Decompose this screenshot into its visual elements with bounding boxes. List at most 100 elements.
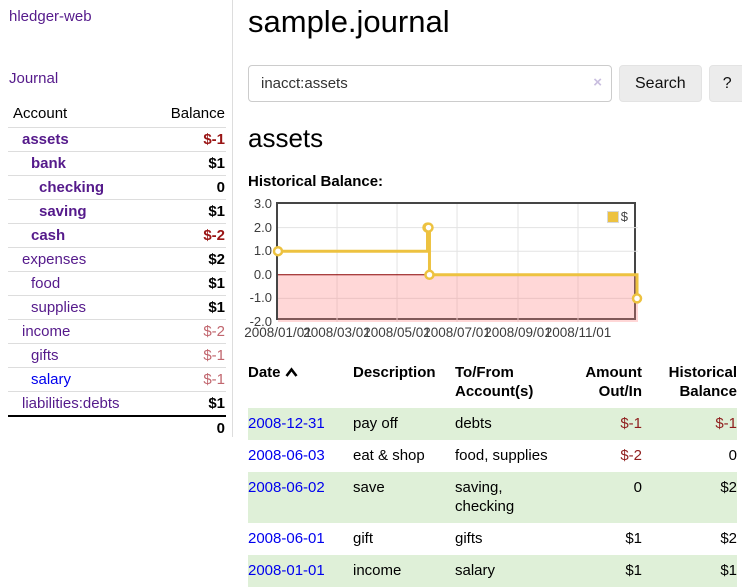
transaction-balance: $2 bbox=[720, 479, 737, 496]
transaction-amount: $1 bbox=[625, 530, 642, 547]
balance-chart-svg bbox=[272, 204, 643, 322]
y-axis-tick-label: -1.0 bbox=[249, 290, 272, 306]
transaction-row[interactable]: 2008-06-03 eat & shop food, supplies $-2… bbox=[248, 440, 737, 472]
sidebar-item-journal[interactable]: Journal bbox=[9, 70, 59, 87]
accounts-header-balance: Balance bbox=[170, 105, 225, 122]
account-row: liabilities:debts $1 bbox=[8, 391, 226, 416]
transaction-description: save bbox=[353, 479, 385, 496]
account-link[interactable]: expenses bbox=[22, 251, 87, 268]
account-link[interactable]: checking bbox=[39, 179, 105, 196]
search-button[interactable]: Search bbox=[619, 65, 702, 102]
transaction-date-link[interactable]: 2008-01-01 bbox=[248, 562, 325, 579]
x-axis-tick-label: 2008/09/01 bbox=[484, 325, 552, 340]
page-title: sample.journal bbox=[248, 4, 450, 39]
transaction-accounts: food, supplies bbox=[455, 447, 548, 464]
register-header-accounts: To/From Account(s) bbox=[455, 364, 534, 400]
transaction-accounts: debts bbox=[455, 415, 492, 432]
transaction-row[interactable]: 2008-06-01 gift gifts $1 $2 bbox=[248, 523, 737, 555]
account-link[interactable]: liabilities:debts bbox=[22, 395, 120, 412]
account-balance: $-2 bbox=[149, 319, 226, 344]
account-row: assets $-1 bbox=[8, 127, 226, 152]
chart-legend: $ bbox=[604, 208, 630, 225]
transaction-row[interactable]: 2008-06-02 save saving, checking 0 $2 bbox=[248, 472, 737, 523]
transaction-date-link[interactable]: 2008-06-01 bbox=[248, 530, 325, 547]
accounts-balance-table: Account Balance assets $-1 bank $1 check… bbox=[8, 102, 226, 440]
account-balance: $-1 bbox=[149, 367, 226, 392]
account-link[interactable]: gifts bbox=[31, 347, 59, 364]
account-link[interactable]: salary bbox=[31, 371, 72, 388]
accounts-header-account: Account bbox=[13, 105, 68, 122]
data-point-marker bbox=[272, 245, 284, 257]
transaction-description: gift bbox=[353, 530, 374, 547]
register-header-date[interactable]: Date bbox=[248, 361, 345, 408]
main-content: sample.journal × Search ? assets Histori… bbox=[244, 0, 742, 587]
account-heading: assets bbox=[248, 123, 324, 153]
transaction-amount: 0 bbox=[633, 479, 642, 496]
transaction-balance: $2 bbox=[720, 530, 737, 547]
transaction-description: income bbox=[353, 562, 402, 579]
account-row: gifts $-1 bbox=[8, 343, 226, 368]
transaction-balance: 0 bbox=[728, 447, 737, 464]
data-point-marker bbox=[631, 293, 643, 304]
clear-search-icon[interactable]: × bbox=[593, 74, 602, 91]
transaction-amount: $-1 bbox=[620, 415, 642, 432]
account-row: supplies $1 bbox=[8, 295, 226, 320]
account-balance: $1 bbox=[149, 151, 226, 176]
account-link[interactable]: food bbox=[31, 275, 61, 292]
account-link[interactable]: cash bbox=[31, 227, 66, 244]
sort-ascending-icon bbox=[284, 367, 298, 377]
legend-swatch bbox=[606, 210, 619, 223]
account-link[interactable]: income bbox=[22, 323, 71, 340]
y-axis-tick-label: 2.0 bbox=[253, 219, 272, 235]
transaction-date-link[interactable]: 2008-06-02 bbox=[248, 479, 325, 496]
account-row: checking 0 bbox=[8, 175, 226, 200]
help-button[interactable]: ? bbox=[708, 65, 742, 102]
search-box: × bbox=[248, 65, 612, 102]
account-link[interactable]: assets bbox=[22, 131, 69, 148]
account-balance: $-1 bbox=[149, 127, 226, 152]
y-axis-tick-label: -2.0 bbox=[249, 314, 272, 329]
account-link[interactable]: bank bbox=[31, 155, 67, 172]
x-axis-tick-label: 2008/01/01 bbox=[244, 325, 312, 340]
account-row: food $1 bbox=[8, 271, 226, 296]
transaction-row[interactable]: 2008-01-01 income salary $1 $1 bbox=[248, 555, 737, 587]
x-axis-tick-label: 2008/03/01 bbox=[303, 325, 371, 340]
account-balance: $-2 bbox=[149, 223, 226, 248]
account-row: salary $-1 bbox=[8, 367, 226, 392]
data-point-marker bbox=[423, 222, 434, 233]
register-header-description: Description bbox=[353, 364, 436, 381]
transaction-accounts: saving, checking bbox=[455, 479, 515, 515]
transaction-date-link[interactable]: 2008-12-31 bbox=[248, 415, 325, 432]
legend-label: $ bbox=[620, 209, 628, 224]
account-row: saving $1 bbox=[8, 199, 226, 224]
transaction-date-link[interactable]: 2008-06-03 bbox=[248, 447, 325, 464]
account-row: expenses $2 bbox=[8, 247, 226, 272]
register-header-balance: Historical Balance bbox=[668, 364, 737, 400]
y-axis-tick-label: 3.0 bbox=[253, 196, 272, 211]
account-balance: 0 bbox=[149, 175, 226, 200]
transaction-balance: $-1 bbox=[715, 415, 737, 432]
accounts-total-row: 0 bbox=[8, 415, 226, 440]
chart-title: Historical Balance: bbox=[248, 173, 384, 190]
y-axis-tick-label: 1.0 bbox=[253, 243, 272, 259]
search-input[interactable] bbox=[248, 65, 612, 102]
transaction-accounts: salary bbox=[455, 562, 496, 579]
transaction-row[interactable]: 2008-12-31 pay off debts $-1 $-1 bbox=[248, 408, 737, 440]
chart-plot-area: $ bbox=[272, 202, 643, 322]
x-axis-tick-label: 2008/11/01 bbox=[544, 325, 612, 340]
sidebar: hledger-web Journal Account Balance asse… bbox=[0, 0, 233, 440]
search-form: × Search ? bbox=[248, 65, 742, 102]
app-title-link[interactable]: hledger-web bbox=[9, 8, 92, 25]
account-link[interactable]: saving bbox=[39, 203, 87, 220]
transaction-accounts: gifts bbox=[455, 530, 483, 547]
account-link[interactable]: supplies bbox=[31, 299, 87, 316]
x-axis-tick-label: 2008/05/01 bbox=[363, 325, 431, 340]
account-row: income $-2 bbox=[8, 319, 226, 344]
data-point-marker bbox=[424, 269, 435, 281]
historical-balance-chart: 3.0 2.0 1.0 0.0 -1.0 -2.0 $ 2008/01/01 2008/03… bbox=[244, 197, 737, 341]
negative-region bbox=[278, 274, 638, 322]
transaction-amount: $-2 bbox=[620, 447, 642, 464]
account-balance: $-1 bbox=[149, 343, 226, 368]
account-balance: $1 bbox=[149, 199, 226, 224]
spacer bbox=[8, 415, 150, 440]
